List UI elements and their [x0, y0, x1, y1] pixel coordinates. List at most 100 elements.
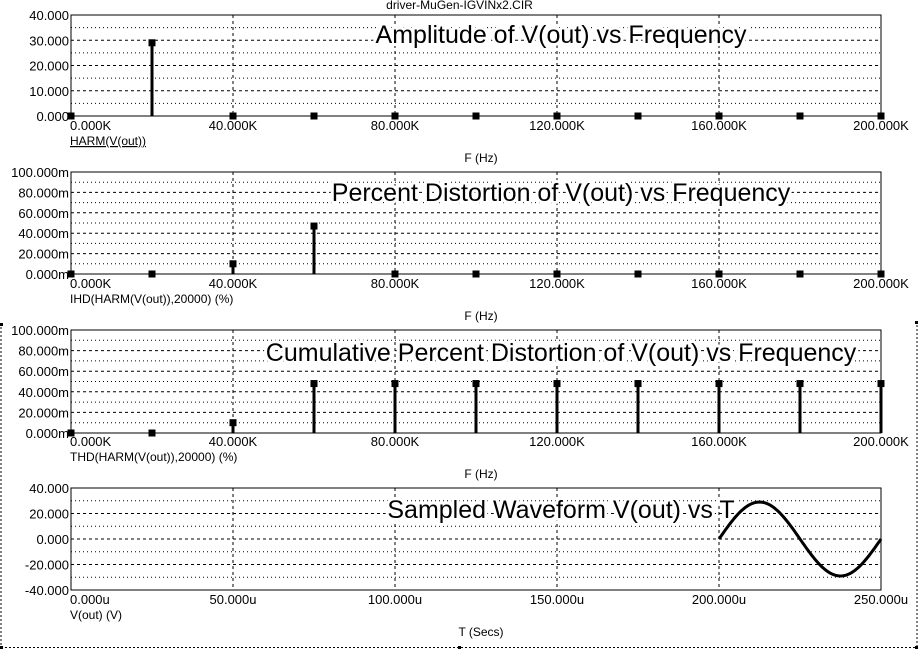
x-tick-label: 0.000u	[70, 592, 110, 607]
stem-marker	[67, 429, 75, 437]
stem-marker	[148, 270, 156, 278]
y-tick-label: 40.000	[29, 8, 69, 23]
resize-handle-bottom-left[interactable]	[0, 646, 3, 649]
y-tick-label: 40.000m	[18, 385, 69, 400]
stem-marker	[553, 270, 561, 278]
x-tick-label: 80.000K	[371, 434, 420, 449]
waveform-trace	[717, 500, 883, 578]
x-tick-label: 120.000K	[529, 118, 585, 133]
stem-marker	[148, 39, 156, 47]
stem-marker	[472, 270, 480, 278]
y-tick-label: 40.000	[29, 481, 69, 496]
chart-panel-3: 0.000m 20.000m 40.000m 60.000m 80.000m 100.00…	[11, 323, 909, 481]
x-axis-label: T (Secs)	[458, 625, 503, 639]
x-axis-label: F (Hz)	[464, 309, 497, 323]
chart-title: Amplitude of V(out) vs Frequency	[376, 21, 747, 49]
y-tick-label: 20.000	[29, 59, 69, 74]
resize-handle-bottom-right[interactable]	[915, 646, 918, 649]
stem-marker	[796, 380, 804, 388]
y-tick-label: 100.000m	[11, 323, 69, 338]
x-tick-label: 200.000u	[692, 592, 746, 607]
chart-panel-1: 0.000 10.000 20.000 30.000 40.000 0.000K 40.00…	[29, 8, 909, 165]
stem-marker	[634, 270, 642, 278]
trace-label: HARM(V(out))	[70, 134, 146, 148]
y-tick-label: 80.000m	[18, 185, 69, 200]
stem-marker	[310, 380, 318, 388]
chart-title: Cumulative Percent Distortion of V(out) …	[266, 339, 857, 367]
stem-marker	[796, 112, 804, 120]
x-tick-label: 100.000u	[368, 592, 422, 607]
stem-marker	[229, 260, 237, 268]
x-axis-label: F (Hz)	[464, 151, 497, 165]
stem-marker	[877, 270, 885, 278]
x-tick-label: 200.000K	[853, 276, 909, 291]
y-tick-label: 20.000m	[18, 405, 69, 420]
x-tick-label: 250.000u	[854, 592, 908, 607]
stem-marker	[877, 380, 885, 388]
x-tick-label: 40.000K	[209, 434, 258, 449]
x-tick-label: 160.000K	[691, 434, 747, 449]
y-tick-label: 80.000m	[18, 344, 69, 359]
y-tick-label: 30.000	[29, 33, 69, 48]
y-tick-label: 0.000m	[26, 267, 69, 282]
stem-marker	[67, 270, 75, 278]
y-tick-label: 60.000m	[18, 206, 69, 221]
y-tick-label: 0.000m	[26, 426, 69, 441]
x-tick-label: 40.000K	[209, 118, 258, 133]
y-tick-label: 0.000	[36, 532, 69, 547]
chart-title: Sampled Waveform V(out) vs T	[387, 496, 734, 524]
x-tick-label: 160.000K	[691, 276, 747, 291]
stem-marker	[553, 380, 561, 388]
y-tick-label: -20.000	[25, 558, 69, 573]
stem-marker	[229, 419, 237, 427]
x-tick-label: 50.000u	[210, 592, 257, 607]
stem-marker	[310, 112, 318, 120]
x-tick-label: 120.000K	[529, 276, 585, 291]
trace-label: IHD(HARM(V(out)),20000) (%)	[70, 292, 233, 306]
stem-marker	[148, 429, 156, 437]
stem-marker	[310, 222, 318, 230]
y-tick-label: 10.000	[29, 84, 69, 99]
x-tick-label: 40.000K	[209, 276, 258, 291]
stem-marker	[877, 112, 885, 120]
stem-marker	[391, 270, 399, 278]
x-tick-label: 0.000K	[70, 434, 112, 449]
stem-marker	[229, 112, 237, 120]
chart-panel-2: 0.000m 20.000m 40.000m 60.000m 80.000m 100.00…	[11, 165, 909, 323]
y-tick-label: -40.000	[25, 583, 69, 598]
chart-title: Percent Distortion of V(out) vs Frequenc…	[332, 179, 791, 207]
resize-handle-bottom-center[interactable]	[458, 646, 461, 649]
chart-panel-4: -40.000 -20.000 0.000 20.000 40.000 0.000u 50.…	[25, 481, 908, 639]
resize-handle-top-left[interactable]	[0, 323, 3, 326]
trace-label: V(out) (V)	[70, 608, 122, 622]
x-tick-label: 200.000K	[853, 434, 909, 449]
resize-handle-top-right[interactable]	[915, 321, 918, 324]
stem-marker	[67, 112, 75, 120]
stem-marker	[472, 380, 480, 388]
window-title: driver-MuGen-IGVINx2.CIR	[386, 0, 533, 12]
x-tick-label: 0.000K	[70, 276, 112, 291]
stem-marker	[553, 112, 561, 120]
y-tick-label: 100.000m	[11, 165, 69, 180]
y-tick-label: 60.000m	[18, 364, 69, 379]
x-tick-label: 160.000K	[691, 118, 747, 133]
stem-marker	[796, 270, 804, 278]
x-tick-label: 80.000K	[371, 118, 420, 133]
y-tick-label: 20.000	[29, 507, 69, 522]
x-tick-label: 150.000u	[530, 592, 584, 607]
x-axis-label: F (Hz)	[464, 467, 497, 481]
x-tick-label: 80.000K	[371, 276, 420, 291]
x-tick-label: 200.000K	[853, 118, 909, 133]
stem-marker	[391, 380, 399, 388]
stem-marker	[634, 112, 642, 120]
x-tick-label: 0.000K	[70, 118, 112, 133]
stem-marker	[472, 112, 480, 120]
stem-marker	[634, 380, 642, 388]
trace-label: THD(HARM(V(out)),20000) (%)	[70, 450, 237, 464]
y-tick-label: 40.000m	[18, 226, 69, 241]
stem-marker	[715, 270, 723, 278]
x-tick-label: 120.000K	[529, 434, 585, 449]
stem-marker	[391, 112, 399, 120]
stem-marker	[715, 380, 723, 388]
